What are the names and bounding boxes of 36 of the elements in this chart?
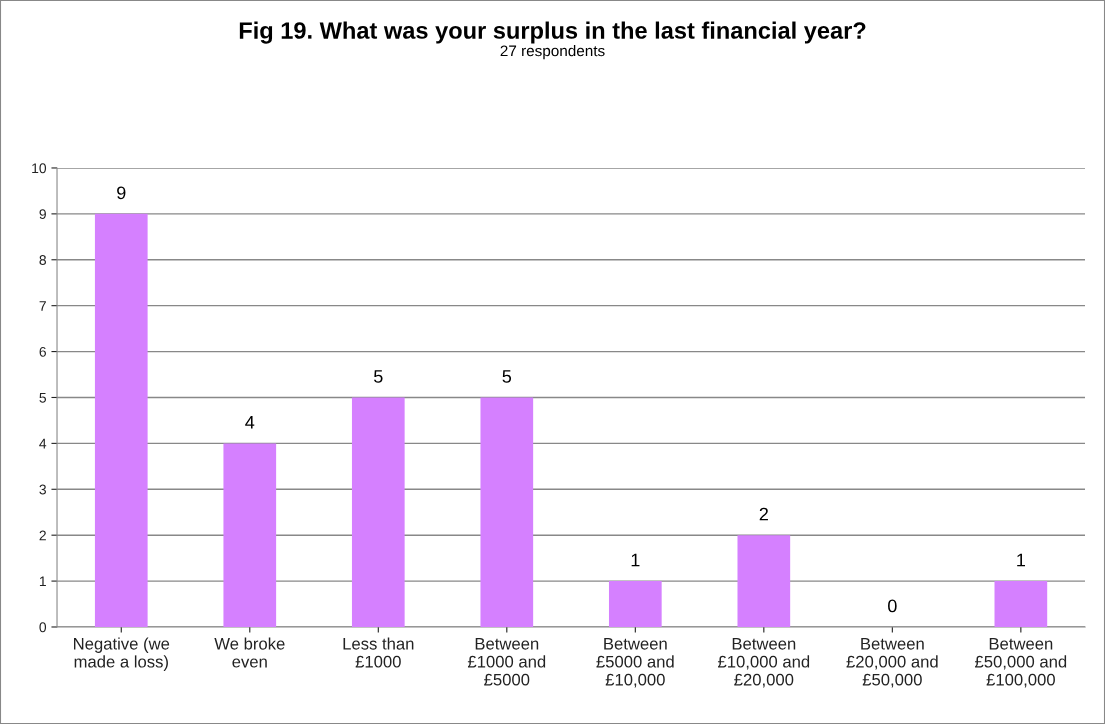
data-label: 1 <box>631 553 640 567</box>
chart-subtitle: 27 respondents <box>500 45 605 60</box>
x-tick-label: Less than £1000 <box>343 637 414 668</box>
x-tick-label: Between £1000 and £5000 <box>467 638 546 686</box>
x-tick-label: We broke even <box>214 637 285 668</box>
y-tick-label: 1 <box>39 576 46 587</box>
data-label: 1 <box>1017 553 1025 567</box>
x-tick-label: Between £10,000 and £20,000 <box>717 638 810 688</box>
y-tick-label: 4 <box>39 438 47 449</box>
x-tick-label: Between £5000 and £10,000 <box>596 638 674 688</box>
y-tick-label: 7 <box>39 301 46 311</box>
x-tick-label: Between £50,000 and £100,000 <box>974 638 1067 688</box>
y-tick-label: 10 <box>32 163 47 174</box>
bar <box>223 443 277 627</box>
bar <box>94 213 148 627</box>
data-label: 5 <box>502 370 512 383</box>
data-label: 5 <box>374 370 383 383</box>
y-tick-label: 3 <box>39 484 46 495</box>
data-label: 4 <box>245 416 255 429</box>
data-label: 9 <box>117 186 126 200</box>
x-tick-label: Negative (we made a loss) <box>74 637 170 671</box>
bar <box>994 581 1048 627</box>
bar <box>608 581 662 627</box>
data-label: 0 <box>888 599 897 613</box>
y-tick-label: 0 <box>39 622 47 633</box>
y-tick-label: 5 <box>39 392 47 403</box>
bar <box>480 397 534 627</box>
x-tick-label: Between £20,000 and £50,000 <box>846 638 938 688</box>
y-tick-label: 2 <box>39 530 46 541</box>
data-label: 2 <box>759 507 768 521</box>
chart-title: Fig 19. What was your surplus in the last financial year? <box>239 21 866 44</box>
y-tick-label: 8 <box>39 255 46 265</box>
bar <box>351 397 405 627</box>
y-tick-label: 9 <box>39 209 46 220</box>
y-tick-label: 6 <box>39 346 46 357</box>
bar <box>737 535 791 627</box>
